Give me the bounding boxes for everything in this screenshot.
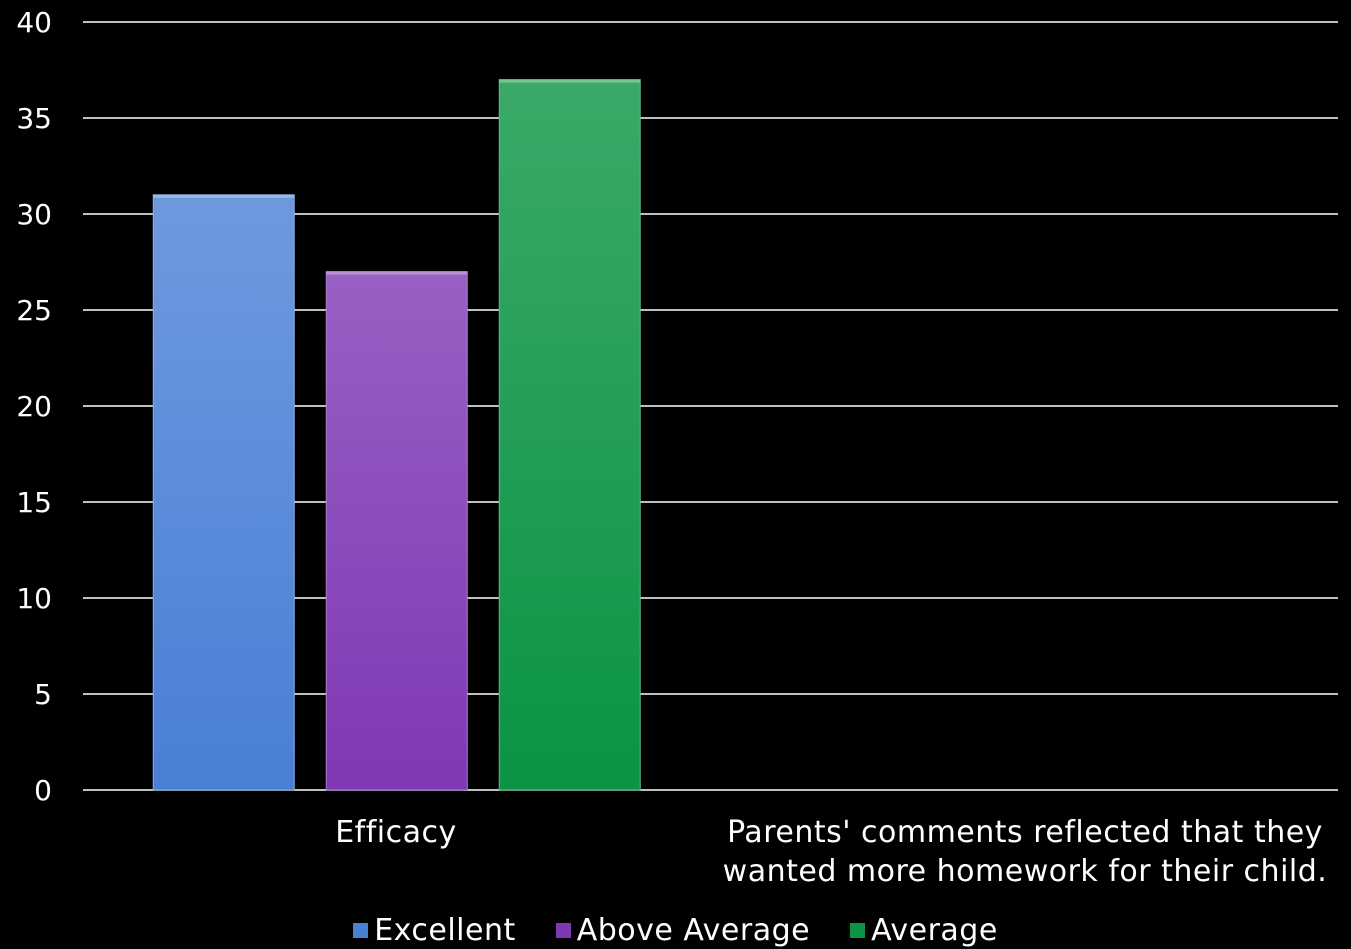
category-label-line-1: Parents' comments reflected that they	[727, 815, 1323, 850]
y-tick-label: 25	[16, 294, 52, 327]
y-axis-ticks: 0 5 10 15 20 25 30 35 40	[16, 6, 52, 807]
legend-label-excellent: Excellent	[374, 913, 516, 948]
y-tick-label: 30	[16, 198, 52, 231]
legend-swatch-above-average	[555, 923, 571, 938]
legend-swatch-excellent	[353, 923, 369, 938]
bar-average	[498, 79, 641, 791]
bar-top-highlight	[499, 79, 641, 83]
legend-swatch-average	[850, 923, 866, 938]
y-tick-label: 5	[34, 678, 52, 711]
bars	[152, 79, 641, 791]
legend-item-average: Average	[850, 913, 998, 948]
legend-item-excellent: Excellent	[353, 913, 516, 948]
legend-label-above-average: Above Average	[576, 913, 811, 948]
category-label-line-2: wanted more homework for their child.	[722, 854, 1328, 889]
y-tick-label: 35	[16, 102, 52, 135]
y-tick-label: 0	[34, 774, 52, 807]
bar-top-highlight	[153, 194, 295, 198]
y-tick-label: 10	[16, 582, 52, 615]
y-tick-label: 20	[16, 390, 52, 423]
y-tick-label: 40	[16, 6, 52, 39]
legend-label-average: Average	[871, 913, 998, 948]
category-label-parents-comments: Parents' comments reflected that they wa…	[700, 813, 1350, 891]
bar-excellent	[152, 194, 295, 791]
legend-item-above-average: Above Average	[555, 913, 811, 948]
y-tick-label: 15	[16, 486, 52, 519]
bar-above-average	[325, 271, 468, 791]
category-label-efficacy: Efficacy	[335, 815, 457, 850]
legend: Excellent Above Average Average	[0, 912, 1351, 949]
bar-top-highlight	[326, 271, 468, 275]
